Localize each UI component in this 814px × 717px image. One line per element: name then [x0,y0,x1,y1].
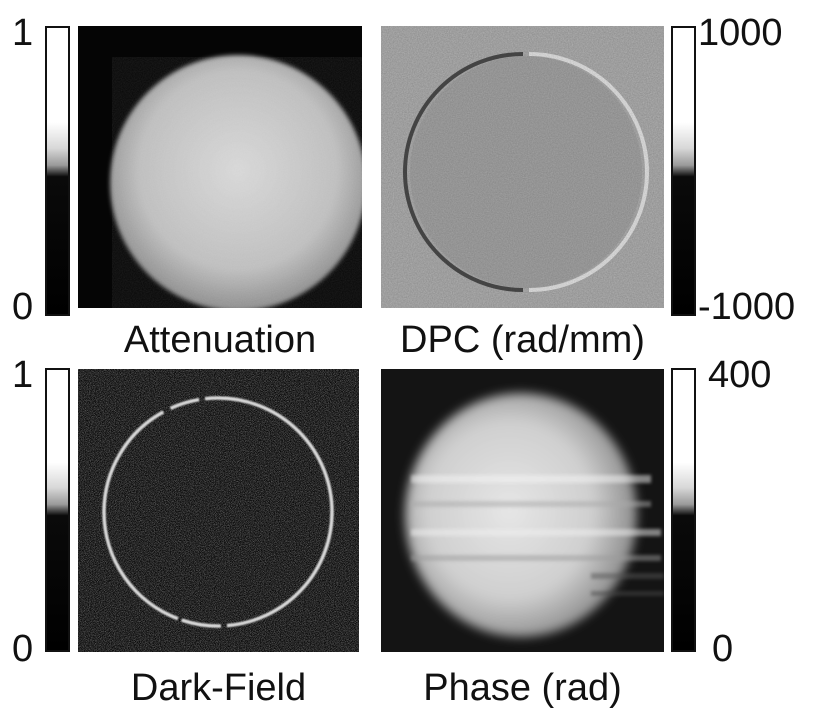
attenuation-colorbar [45,26,70,316]
dark-field-image [78,369,359,652]
phase-label: Phase (rad) [423,667,622,709]
dark-field-colorbar [45,368,70,652]
phase-image [381,369,664,652]
dpc-colorbar-min-label: -1000 [698,286,796,328]
dpc-image [381,26,664,308]
phase-colorbar [671,368,696,652]
attenuation-colorbar-min-label: 0 [12,286,34,328]
dpc-label: DPC (rad/mm) [400,319,645,361]
phase-colorbar-max-label: 400 [708,354,772,396]
dpc-colorbar-max-label: 1000 [698,12,783,54]
dpc-colorbar [671,26,696,316]
dark-field-colorbar-min-label: 0 [12,628,34,670]
dark-field-label: Dark-Field [130,667,307,709]
attenuation-label: Attenuation [123,319,317,361]
dark-field-colorbar-max-label: 1 [12,354,34,396]
attenuation-colorbar-max-label: 1 [12,12,34,54]
attenuation-image [78,26,362,308]
phase-colorbar-min-label: 0 [712,628,734,670]
